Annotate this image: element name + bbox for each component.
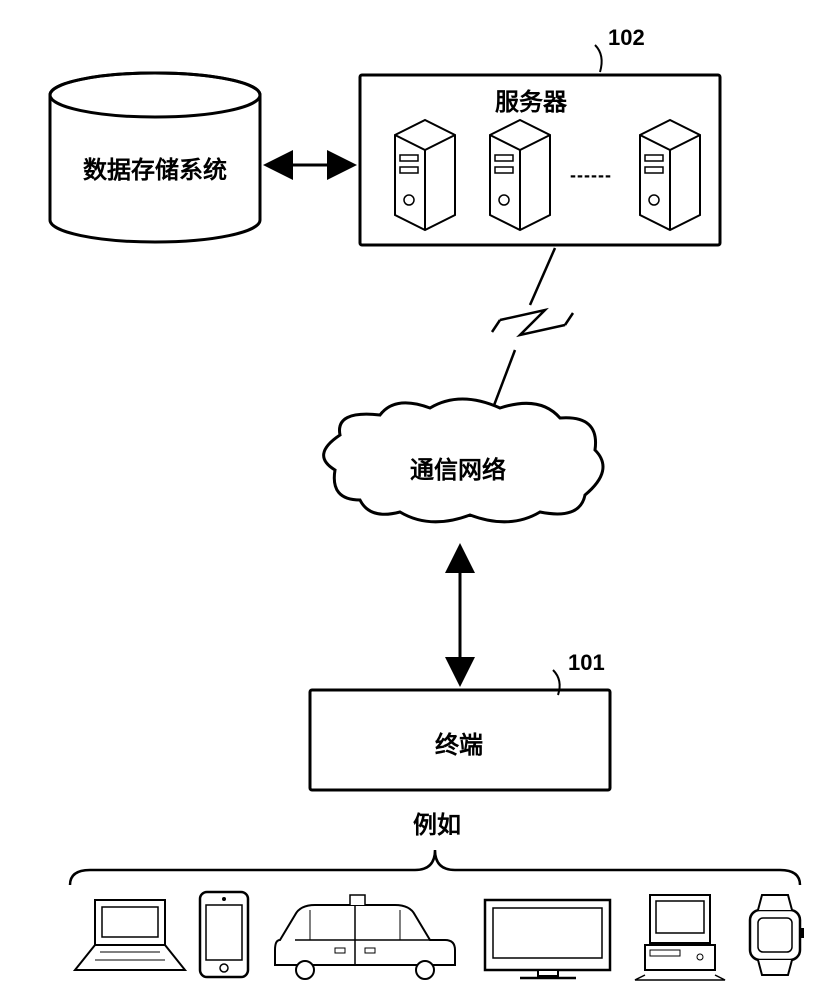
storage-label: 数据存储系统 <box>80 150 230 185</box>
device-desktop <box>635 895 725 980</box>
device-monitor <box>485 900 610 978</box>
example-label: 例如 <box>413 805 461 840</box>
server-tower-1 <box>395 120 455 230</box>
network-label: 通信网络 <box>410 450 506 485</box>
device-phone <box>200 892 248 977</box>
device-car <box>275 895 455 979</box>
terminal-ref: 101 <box>568 650 605 676</box>
server-tower-2 <box>490 120 550 230</box>
terminal-label: 终端 <box>435 725 483 760</box>
server-title: 服务器 <box>495 82 567 117</box>
lightning-connector <box>492 248 573 408</box>
curly-brace <box>70 850 800 885</box>
server-tower-3 <box>640 120 700 230</box>
server-ref-tick <box>595 45 602 72</box>
server-ref: 102 <box>608 25 645 51</box>
device-watch <box>750 895 804 975</box>
device-laptop <box>75 900 185 970</box>
server-ellipsis: ------ <box>570 165 612 186</box>
